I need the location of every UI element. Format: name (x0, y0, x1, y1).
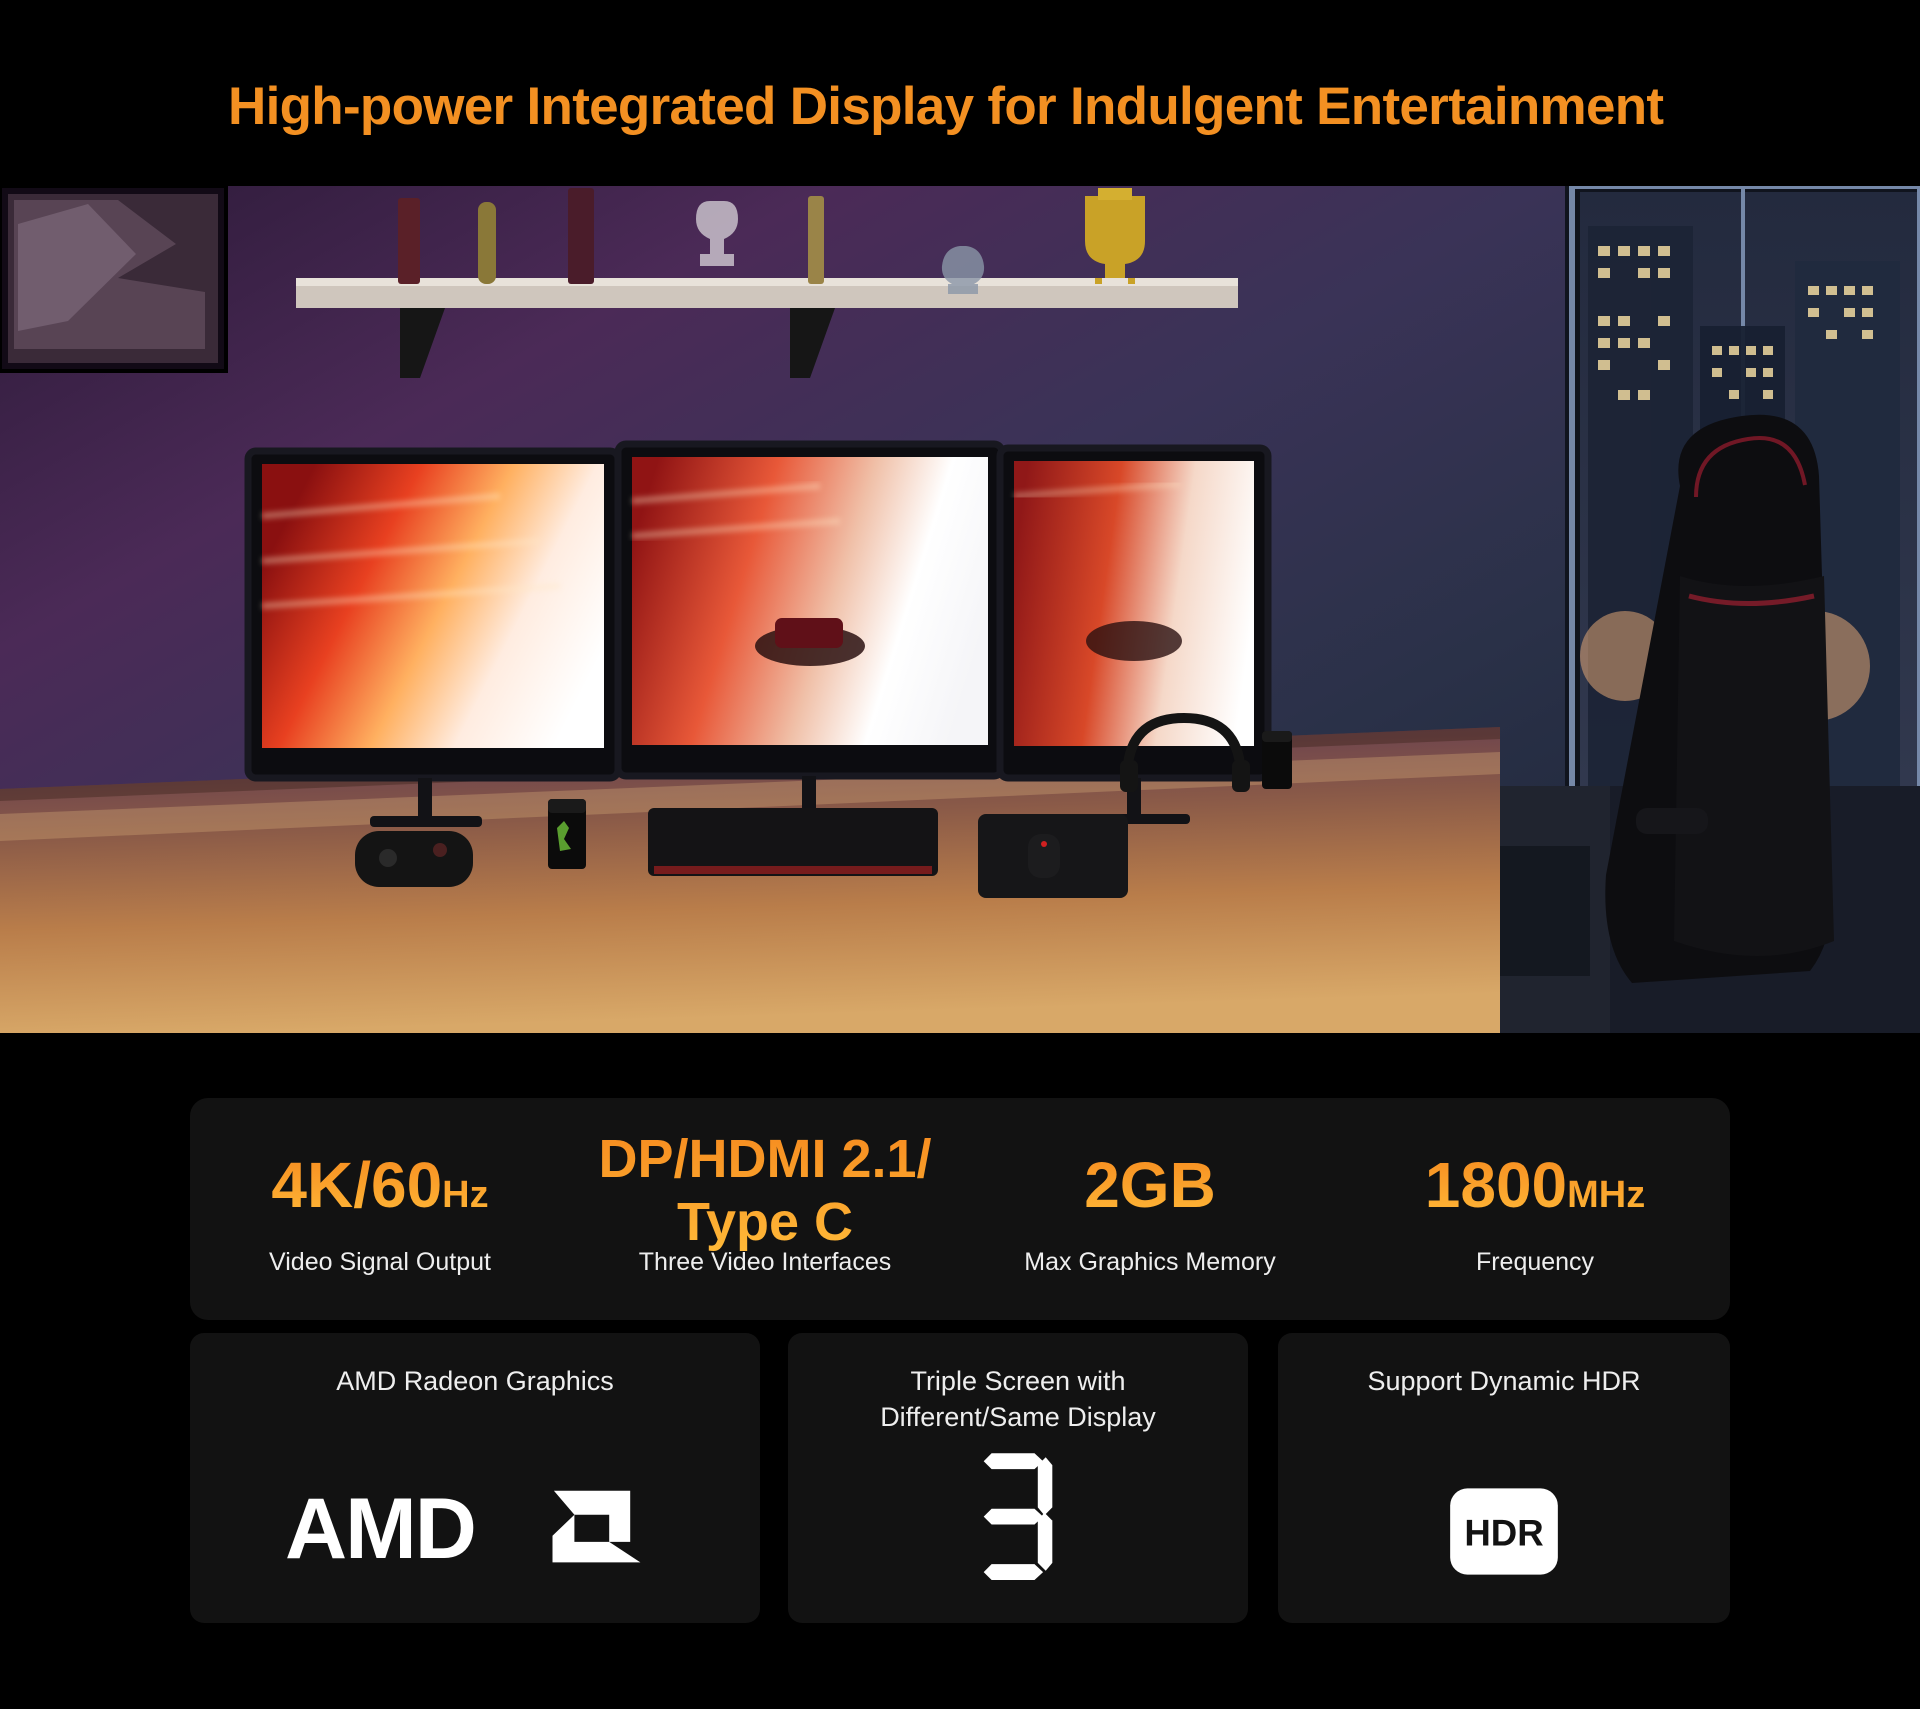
svg-text:AMD: AMD (285, 1481, 475, 1577)
svg-text:HDR: HDR (1464, 1513, 1543, 1554)
